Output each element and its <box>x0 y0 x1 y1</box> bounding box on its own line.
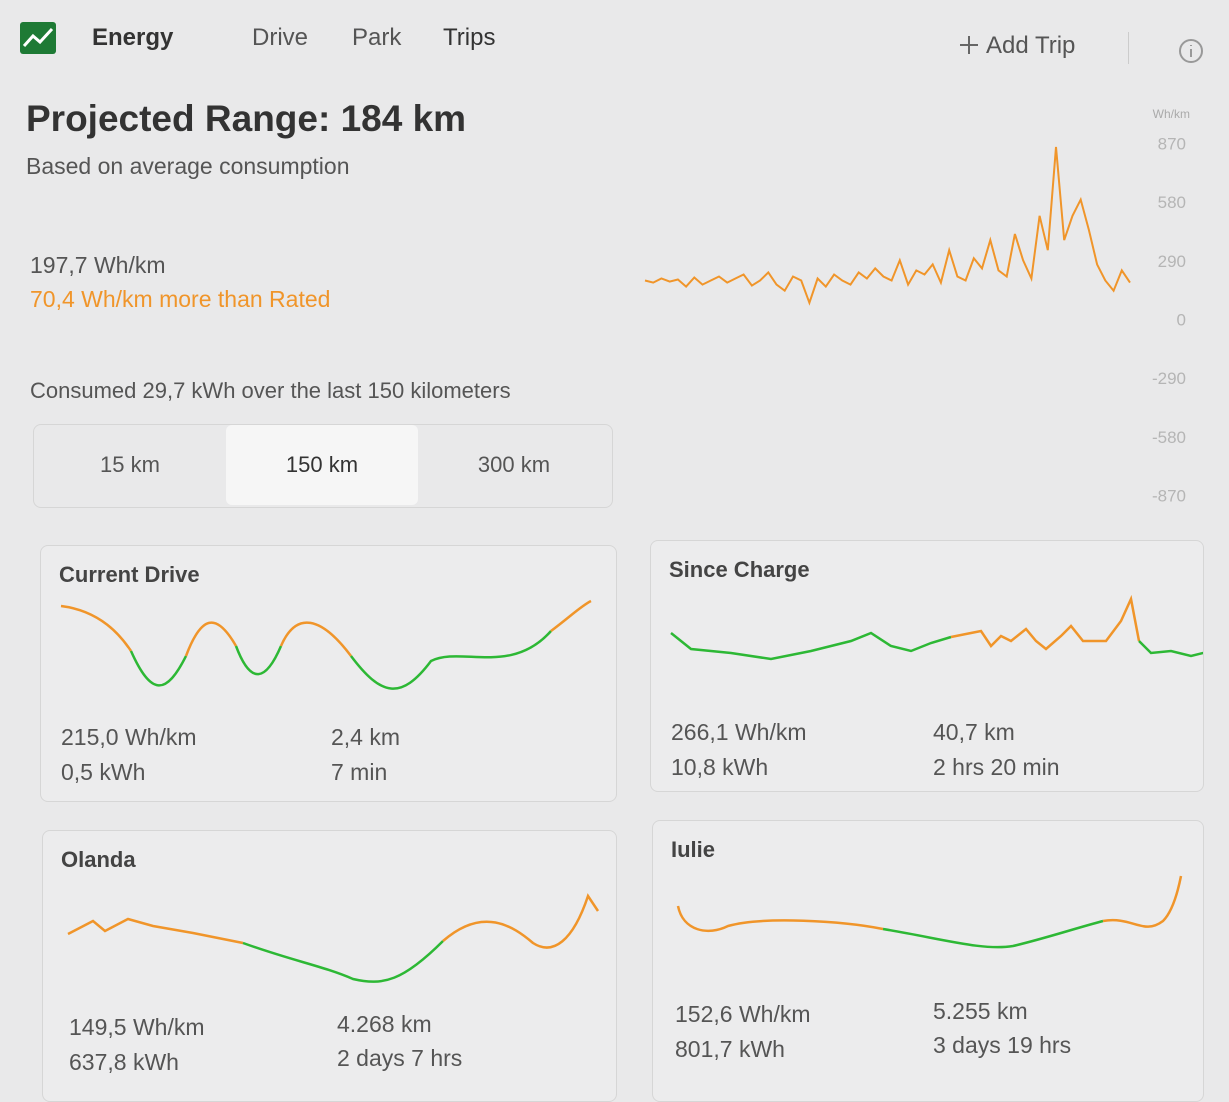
trip-consumption: 152,6 Wh/km <box>675 1001 811 1027</box>
y-tick-label: -290 <box>1152 369 1186 388</box>
sparkline <box>676 875 1183 949</box>
y-tick-label: -580 <box>1152 428 1186 447</box>
difference: 70,4 Wh/km more than Rated <box>30 286 331 312</box>
consumption: 197,7 Wh/km <box>30 252 166 278</box>
trip-energy: 801,7 kWh <box>675 1036 785 1062</box>
consumed: Consumed 29,7 kWh over the last 150 kilo… <box>30 378 511 403</box>
trip-duration: 3 days 19 hrs <box>933 1032 1072 1058</box>
trip-distance: 2,4 km <box>331 724 401 750</box>
sparkline <box>67 893 600 983</box>
consumption-line <box>644 146 1131 306</box>
trip-consumption: 215,0 Wh/km <box>61 724 197 750</box>
trip-distance: 40,7 km <box>933 719 1015 745</box>
info-button[interactable] <box>1178 38 1204 64</box>
trip-consumption: 266,1 Wh/km <box>671 719 807 745</box>
y-tick-label: -870 <box>1152 486 1186 505</box>
trip-duration: 7 min <box>331 759 388 785</box>
trip-card[interactable]: Since Charge 266,1 Wh/km 10,8 kWh 40,7 k… <box>650 540 1204 792</box>
tab[interactable]: Park <box>352 24 402 51</box>
trip-energy: 10,8 kWh <box>671 754 769 780</box>
sparkline <box>60 599 592 690</box>
tab[interactable]: Trips <box>443 24 496 51</box>
trip-name: Olanda <box>61 847 136 872</box>
y-tick-label: 580 <box>1158 193 1186 212</box>
range-option[interactable]: 15 km <box>100 452 160 477</box>
divider <box>1128 32 1129 64</box>
trip-distance: 4.268 km <box>337 1011 432 1037</box>
range-option[interactable]: 150 km <box>226 425 418 505</box>
trip-name: Iulie <box>671 837 716 862</box>
add-trip-button[interactable]: Add Trip <box>986 32 1076 59</box>
trip-duration: 2 days 7 hrs <box>337 1045 463 1071</box>
y-tick-label: 0 <box>1177 310 1186 329</box>
subtitle: Based on average consumption <box>26 153 350 179</box>
trip-card[interactable]: Iulie 152,6 Wh/km 801,7 kWh 5.255 km 3 d… <box>652 820 1204 1102</box>
trip-card[interactable]: Olanda 149,5 Wh/km 637,8 kWh 4.268 km 2 … <box>42 830 617 1102</box>
trip-consumption: 149,5 Wh/km <box>69 1014 205 1040</box>
tab[interactable]: Energy <box>92 24 174 51</box>
title: Projected Range: 184 km <box>26 98 467 139</box>
trip-energy: 0,5 kWh <box>61 759 146 785</box>
trip-energy: 637,8 kWh <box>69 1049 179 1075</box>
app-icon <box>20 22 56 54</box>
trip-card[interactable]: Current Drive 215,0 Wh/km 0,5 kWh 2,4 km… <box>40 545 617 802</box>
trip-distance: 5.255 km <box>933 998 1028 1024</box>
consumption-chart: Wh/km 870 580 290 0 -290 -580 -870 <box>644 107 1190 505</box>
y-axis-label: Wh/km <box>1153 107 1190 121</box>
trip-duration: 2 hrs 20 min <box>933 754 1060 780</box>
sparkline <box>670 594 1203 661</box>
y-tick-label: 290 <box>1158 252 1186 271</box>
trip-name: Since Charge <box>669 557 810 582</box>
y-tick-label: 870 <box>1158 134 1186 153</box>
trip-name: Current Drive <box>59 562 200 587</box>
range-option[interactable]: 300 km <box>477 452 551 477</box>
range-selector: 15 km 150 km 300 km <box>33 424 613 508</box>
tab[interactable]: Drive <box>252 24 309 51</box>
plus-icon <box>960 36 978 54</box>
